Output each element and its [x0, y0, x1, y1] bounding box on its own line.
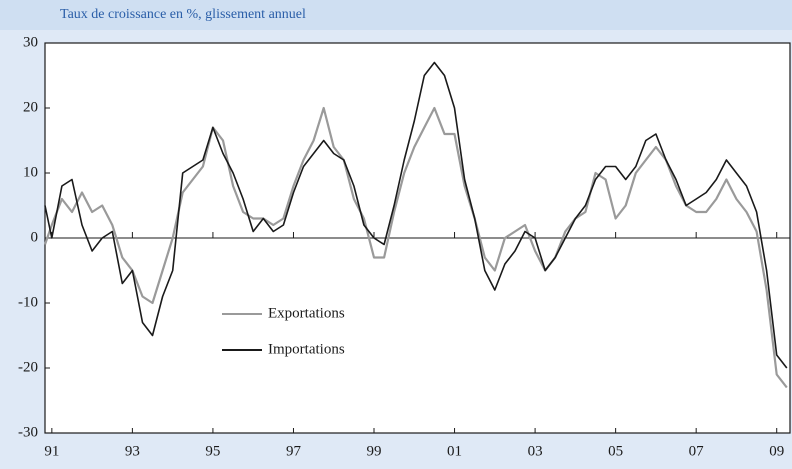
header-band: [0, 0, 792, 30]
y-tick-label: -20: [18, 359, 38, 375]
series-line: [43, 106, 788, 389]
y-tick-label: 30: [23, 34, 38, 50]
x-tick-label: 93: [125, 443, 140, 459]
legend-label: Importations: [268, 341, 345, 357]
x-tick-label: 01: [447, 443, 462, 459]
y-tick-label: 0: [31, 229, 39, 245]
legend-label: Exportations: [268, 305, 345, 321]
y-tick-label: -10: [18, 294, 38, 310]
x-tick-label: 99: [367, 443, 382, 459]
x-tick-label: 97: [286, 443, 302, 459]
x-tick-label: 91: [44, 443, 59, 459]
y-tick-label: 20: [23, 99, 38, 115]
series-line: [44, 61, 788, 369]
x-tick-label: 03: [528, 443, 543, 459]
x-tick-label: 05: [608, 443, 623, 459]
y-tick-label: 10: [23, 164, 38, 180]
x-tick-label: 95: [205, 443, 220, 459]
x-tick-label: 07: [689, 443, 705, 459]
x-tick-label: 09: [769, 443, 784, 459]
y-tick-label: -30: [18, 424, 38, 440]
chart-title: Taux de croissance en %, glissement annu…: [60, 7, 306, 22]
